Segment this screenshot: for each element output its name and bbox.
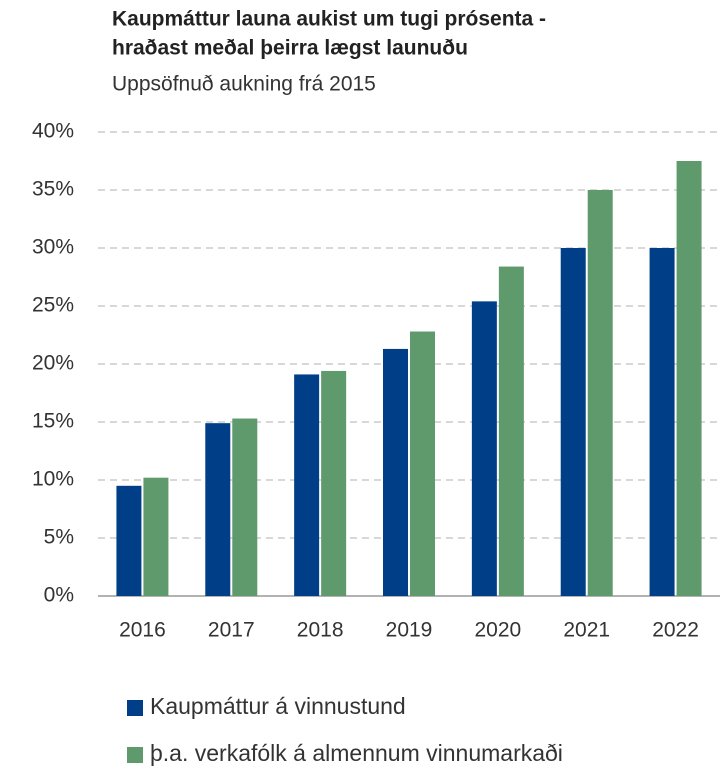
y-tick-label: 40% (32, 120, 74, 143)
chart-title: Kaupmáttur launa aukist um tugi prósenta… (112, 8, 546, 31)
bar (143, 477, 169, 596)
bar (587, 190, 613, 596)
bar (410, 331, 435, 596)
x-tick-label: 2021 (563, 619, 610, 642)
y-tick-label: 10% (32, 468, 74, 491)
y-tick-label: 5% (44, 526, 74, 549)
bar (321, 370, 347, 596)
bar (205, 423, 231, 596)
x-tick-label: 2022 (652, 619, 699, 642)
legend-swatch (127, 747, 143, 763)
legend-label: Kaupmáttur á vinnustund (150, 693, 406, 719)
bar (383, 348, 408, 596)
x-tick-label: 2019 (386, 619, 433, 642)
x-tick-label: 2020 (474, 619, 521, 642)
chart-subtitle: Uppsöfnuð aukning frá 2015 (112, 73, 376, 96)
legend-label: þ.a. verkafólk á almennum vinnumarkaði (150, 740, 563, 766)
y-tick-label: 15% (32, 410, 74, 433)
chart-title: hraðast meðal þeirra lægst launuðu (112, 37, 468, 60)
y-tick-label: 35% (32, 178, 74, 201)
bar (471, 301, 497, 596)
bar (232, 418, 258, 596)
bar (676, 161, 702, 596)
x-tick-label: 2017 (208, 619, 255, 642)
y-tick-label: 30% (32, 236, 74, 259)
bar (560, 248, 586, 596)
bar (649, 248, 675, 596)
legend-swatch (127, 700, 143, 716)
y-tick-label: 0% (44, 584, 74, 607)
y-tick-label: 25% (32, 294, 74, 317)
bar (116, 485, 142, 596)
bar (498, 266, 524, 596)
y-tick-label: 20% (32, 352, 74, 375)
bar (294, 374, 320, 596)
x-tick-label: 2016 (119, 619, 166, 642)
x-tick-label: 2018 (297, 619, 344, 642)
